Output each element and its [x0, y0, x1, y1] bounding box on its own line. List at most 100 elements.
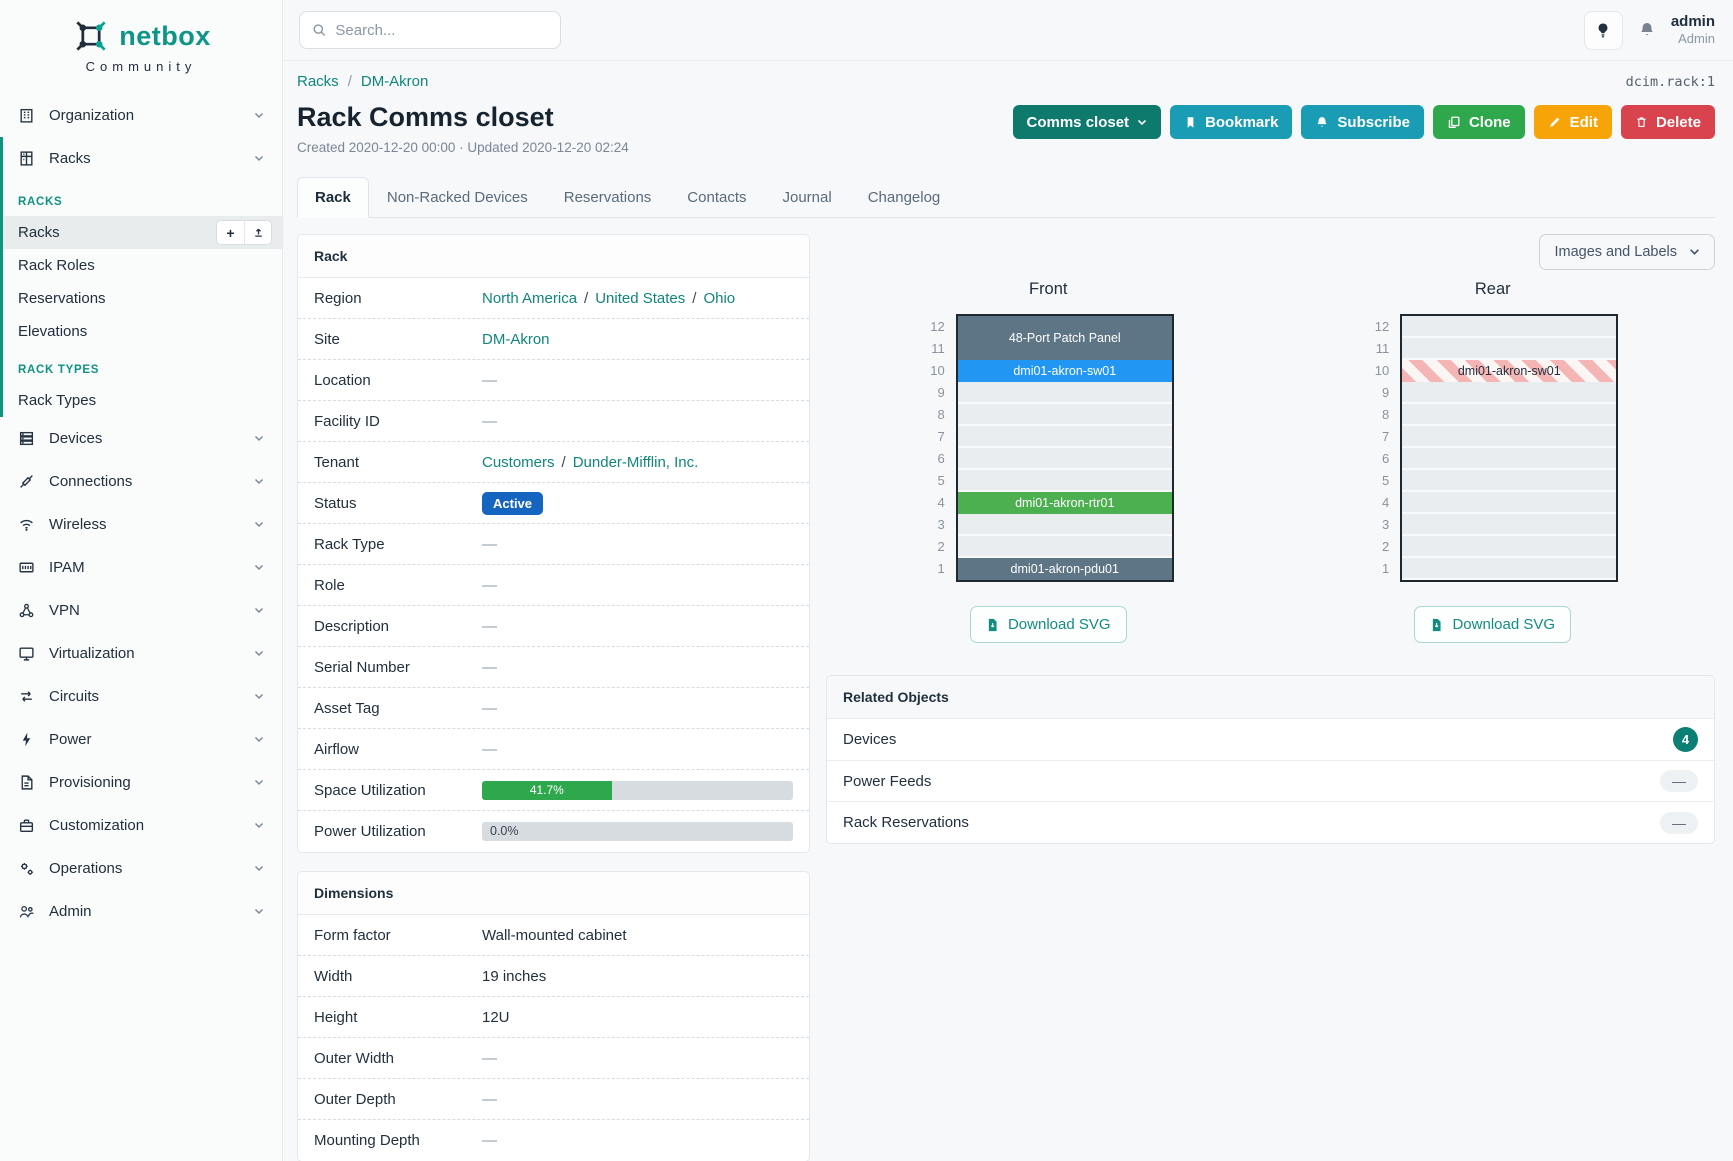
clone-button[interactable]: Clone [1432, 105, 1525, 139]
sidebar-item-rack-roles[interactable]: Rack Roles [18, 257, 95, 274]
edit-button[interactable]: Edit [1533, 105, 1612, 139]
chevron-down-icon [254, 865, 264, 872]
user-menu[interactable]: admin Admin [1671, 13, 1715, 48]
row-outer-width: Outer Width — [298, 1038, 809, 1079]
bookmark-button[interactable]: Bookmark [1170, 105, 1293, 139]
page-content: Racks / DM-Akron dcim.rack:1 Rack Comms … [283, 61, 1733, 1161]
tab-journal[interactable]: Journal [782, 189, 832, 206]
related-objects-panel: Related Objects Devices 4 Power Feeds — … [826, 675, 1715, 844]
related-row-rack-reservations[interactable]: Rack Reservations — [827, 802, 1714, 843]
rear-title: Rear [1474, 280, 1511, 298]
rear-unit-labels: 12 11 10 9 8 7 6 5 4 3 [1374, 319, 1390, 576]
rack-device-sw01-rear[interactable]: dmi01-akron-sw01 [1402, 360, 1617, 382]
search-icon [313, 24, 326, 36]
region-link[interactable]: North America [482, 289, 578, 307]
sidebar-item-circuits[interactable]: Circuits [0, 675, 282, 718]
sidebar: netbox Community Organization Racks RACK… [0, 0, 283, 1161]
sidebar-item-reservations[interactable]: Reservations [18, 290, 106, 307]
images-and-labels-toggle[interactable]: Images and Labels [1539, 234, 1715, 270]
page-title: Rack Comms closet [297, 102, 554, 132]
rack-panel: Rack Region North America / United State… [297, 234, 810, 853]
sidebar-item-ipam[interactable]: IPAM [0, 546, 282, 589]
row-tenant: Tenant Customers / Dunder-Mifflin, Inc. [298, 442, 809, 483]
chevron-down-icon [254, 607, 264, 614]
customization-icon [19, 819, 34, 833]
tab-reservations[interactable]: Reservations [563, 189, 652, 206]
sidebar-item-operations[interactable]: Operations [0, 847, 282, 890]
space-utilization-bar: 41.7% [482, 780, 793, 800]
sidebar-item-racks[interactable]: Racks [3, 137, 282, 180]
empty-slot-u4 [1402, 492, 1617, 514]
user-role: Admin [1678, 31, 1715, 47]
rack-name-menu-button[interactable]: Comms closet [1012, 105, 1162, 139]
tab-changelog[interactable]: Changelog [867, 189, 941, 206]
vpn-icon [19, 603, 34, 618]
sidebar-item-customization[interactable]: Customization [0, 804, 282, 847]
sidebar-item-wireless[interactable]: Wireless [0, 503, 282, 546]
rack-device-rtr01[interactable]: dmi01-akron-rtr01 [957, 492, 1172, 514]
chevron-down-icon [254, 650, 264, 657]
breadcrumb: Racks / DM-Akron dcim.rack:1 [297, 73, 1715, 90]
admin-icon [19, 905, 34, 918]
rack-device-pdu01[interactable]: dmi01-akron-pdu01 [957, 558, 1172, 580]
search-input[interactable] [335, 21, 548, 39]
subscribe-button[interactable]: Subscribe [1301, 105, 1424, 139]
row-serial-number: Serial Number — [298, 647, 809, 688]
sidebar-item-rack-types[interactable]: Rack Types [18, 392, 97, 409]
sidebar-item-racks-list[interactable]: Racks + [3, 216, 282, 249]
operations-icon [20, 862, 33, 875]
sidebar-item-devices[interactable]: Devices [0, 417, 282, 460]
tab-bar: Rack Non-Racked Devices Reservations Con… [297, 177, 1715, 218]
empty-slot-u6 [957, 448, 1172, 470]
delete-button[interactable]: Delete [1620, 105, 1715, 139]
sidebar-item-power[interactable]: Power [0, 718, 282, 761]
front-elevation: Front 12 11 10 9 8 7 6 5 [826, 280, 1271, 643]
tenant-link[interactable]: Dunder-Mifflin, Inc. [572, 453, 699, 471]
breadcrumb-current-link[interactable]: DM-Akron [360, 73, 429, 90]
chevron-down-icon [1690, 249, 1699, 255]
sidebar-item-provisioning[interactable]: Provisioning [0, 761, 282, 804]
dimensions-panel: Dimensions Form factor Wall-mounted cabi… [297, 871, 810, 1161]
download-svg-rear-button[interactable]: Download SVG [1414, 606, 1572, 643]
import-rack-button[interactable] [244, 221, 271, 244]
sidebar-item-virtualization[interactable]: Virtualization [0, 632, 282, 675]
ipam-icon [19, 562, 34, 573]
region-link[interactable]: United States [595, 289, 686, 307]
related-row-devices[interactable]: Devices 4 [827, 719, 1714, 761]
empty-slot-u2 [1402, 536, 1617, 558]
row-space-utilization: Space Utilization 41.7% [298, 770, 809, 811]
site-link[interactable]: DM-Akron [482, 330, 550, 348]
sidebar-item-elevations[interactable]: Elevations [18, 323, 88, 340]
add-rack-button[interactable]: + [217, 221, 244, 244]
rack-device-patch-panel[interactable]: 48-Port Patch Panel [957, 316, 1172, 360]
download-svg-front-button[interactable]: Download SVG [969, 606, 1127, 643]
tenant-group-link[interactable]: Customers [482, 453, 555, 471]
tab-non-racked-devices[interactable]: Non-Racked Devices [386, 189, 528, 206]
region-link[interactable]: Ohio [703, 289, 736, 307]
related-row-power-feeds[interactable]: Power Feeds — [827, 761, 1714, 802]
sidebar-item-connections[interactable]: Connections [0, 460, 282, 503]
tab-rack[interactable]: Rack [297, 177, 369, 218]
dimensions-panel-title: Dimensions [298, 872, 809, 915]
rack-panel-title: Rack [298, 235, 809, 278]
sidebar-item-vpn[interactable]: VPN [0, 589, 282, 632]
copy-icon [1448, 116, 1460, 128]
tab-contacts[interactable]: Contacts [687, 189, 747, 206]
right-column: Images and Labels Front 12 11 [826, 234, 1715, 862]
sidebar-item-organization[interactable]: Organization [0, 94, 282, 137]
theme-toggle-button[interactable] [1583, 10, 1623, 50]
file-download-icon [1433, 618, 1442, 631]
chevron-down-icon [254, 112, 264, 119]
brand[interactable]: netbox Community [0, 8, 282, 94]
row-width: Width 19 inches [298, 956, 809, 997]
empty-slot-u5 [957, 470, 1172, 492]
row-region: Region North America / United States / O… [298, 278, 809, 319]
sidebar-item-admin[interactable]: Admin [0, 890, 282, 933]
rack-device-sw01[interactable]: dmi01-akron-sw01 [957, 360, 1172, 382]
rack-icon [20, 151, 33, 166]
notifications-button[interactable] [1638, 21, 1656, 39]
chevron-down-icon [254, 155, 264, 162]
breadcrumb-racks-link[interactable]: Racks [297, 73, 339, 90]
section-header-racks: RACKS [18, 196, 63, 208]
front-title: Front [1028, 280, 1068, 298]
